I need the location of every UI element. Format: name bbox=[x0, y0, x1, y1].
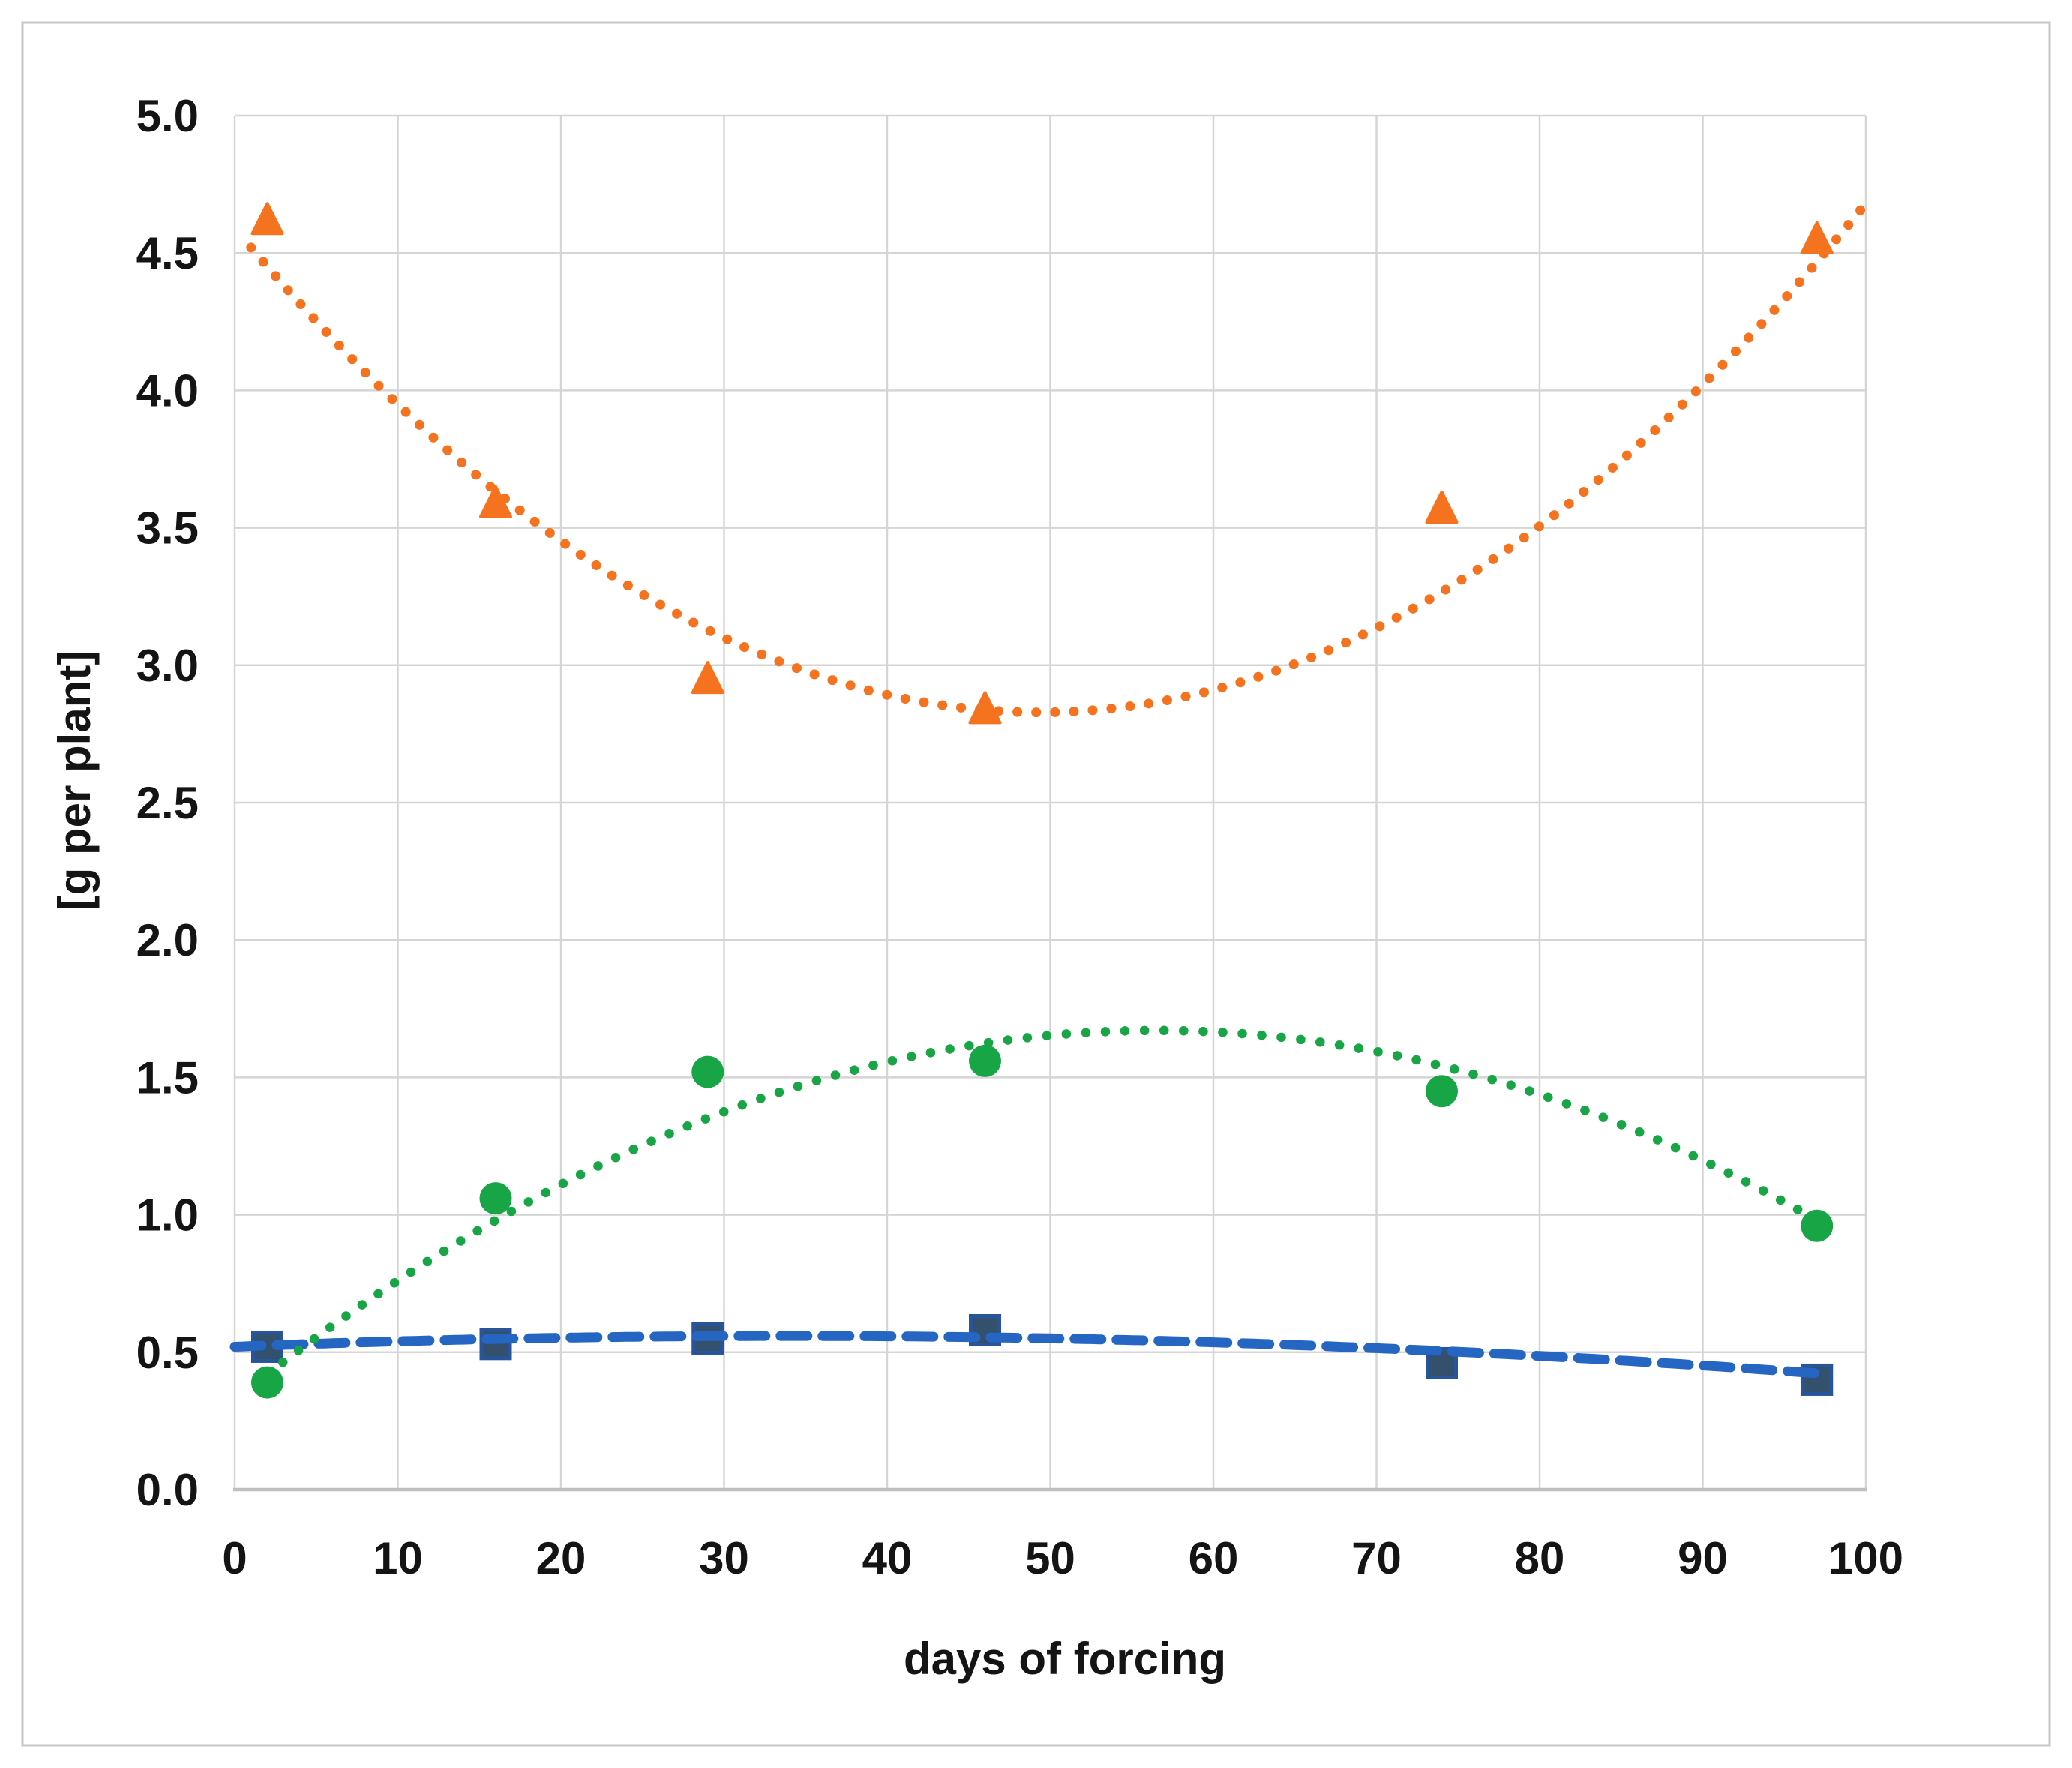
x-tick-label: 90 bbox=[1678, 1533, 1728, 1583]
y-tick-label: 1.0 bbox=[136, 1190, 199, 1241]
y-tick-label: 0.5 bbox=[136, 1328, 199, 1378]
marker-triangle bbox=[1800, 221, 1834, 254]
trend-line-blue-square-series bbox=[229, 1331, 1831, 1379]
tick-labels: 0 10 20 30 40 50 60 70 80 90 100 0.0 0.5 1.0 1.5 2.0 2.5… bbox=[136, 91, 1903, 1583]
y-tick-label: 5.0 bbox=[136, 91, 199, 141]
y-tick-label: 4.5 bbox=[136, 228, 199, 278]
series-layer bbox=[229, 198, 1871, 1399]
y-tick-label: 3.0 bbox=[136, 641, 199, 691]
x-tick-label: 10 bbox=[373, 1533, 423, 1583]
x-tick-label: 50 bbox=[1025, 1533, 1075, 1583]
y-tick-label: 1.5 bbox=[136, 1052, 199, 1103]
x-tick-label: 0 bbox=[222, 1533, 247, 1583]
figure-border bbox=[21, 21, 2051, 1747]
marker-circle bbox=[691, 1055, 724, 1088]
trend-line-orange-triangle-series bbox=[246, 198, 1871, 718]
marker-circle bbox=[251, 1366, 283, 1399]
y-tick-label: 4.0 bbox=[136, 365, 199, 416]
y-axis-title: [g per plant] bbox=[49, 650, 100, 911]
x-axis-title: days of forcing bbox=[904, 1634, 1226, 1684]
marker-circle bbox=[479, 1182, 512, 1215]
x-tick-label: 80 bbox=[1515, 1533, 1565, 1583]
x-tick-label: 20 bbox=[536, 1533, 586, 1583]
marker-circle bbox=[1426, 1075, 1458, 1108]
x-tick-label: 30 bbox=[699, 1533, 749, 1583]
x-tick-label: 60 bbox=[1189, 1533, 1239, 1583]
x-tick-label: 100 bbox=[1828, 1533, 1903, 1583]
marker-triangle bbox=[1425, 490, 1459, 524]
x-tick-label: 70 bbox=[1351, 1533, 1402, 1583]
x-tick-label: 40 bbox=[862, 1533, 913, 1583]
marker-circle bbox=[969, 1044, 1001, 1077]
y-tick-label: 0.0 bbox=[136, 1465, 199, 1515]
y-tick-label: 3.5 bbox=[136, 503, 199, 554]
y-tick-label: 2.0 bbox=[136, 915, 199, 965]
marker-triangle bbox=[250, 202, 284, 236]
marker-triangle bbox=[691, 661, 724, 695]
marker-triangle bbox=[479, 485, 512, 518]
marker-triangle bbox=[968, 691, 1002, 725]
marker-circle bbox=[1801, 1209, 1834, 1242]
y-tick-label: 2.5 bbox=[136, 778, 199, 828]
trend-line-green-circle-series bbox=[262, 1025, 1822, 1379]
